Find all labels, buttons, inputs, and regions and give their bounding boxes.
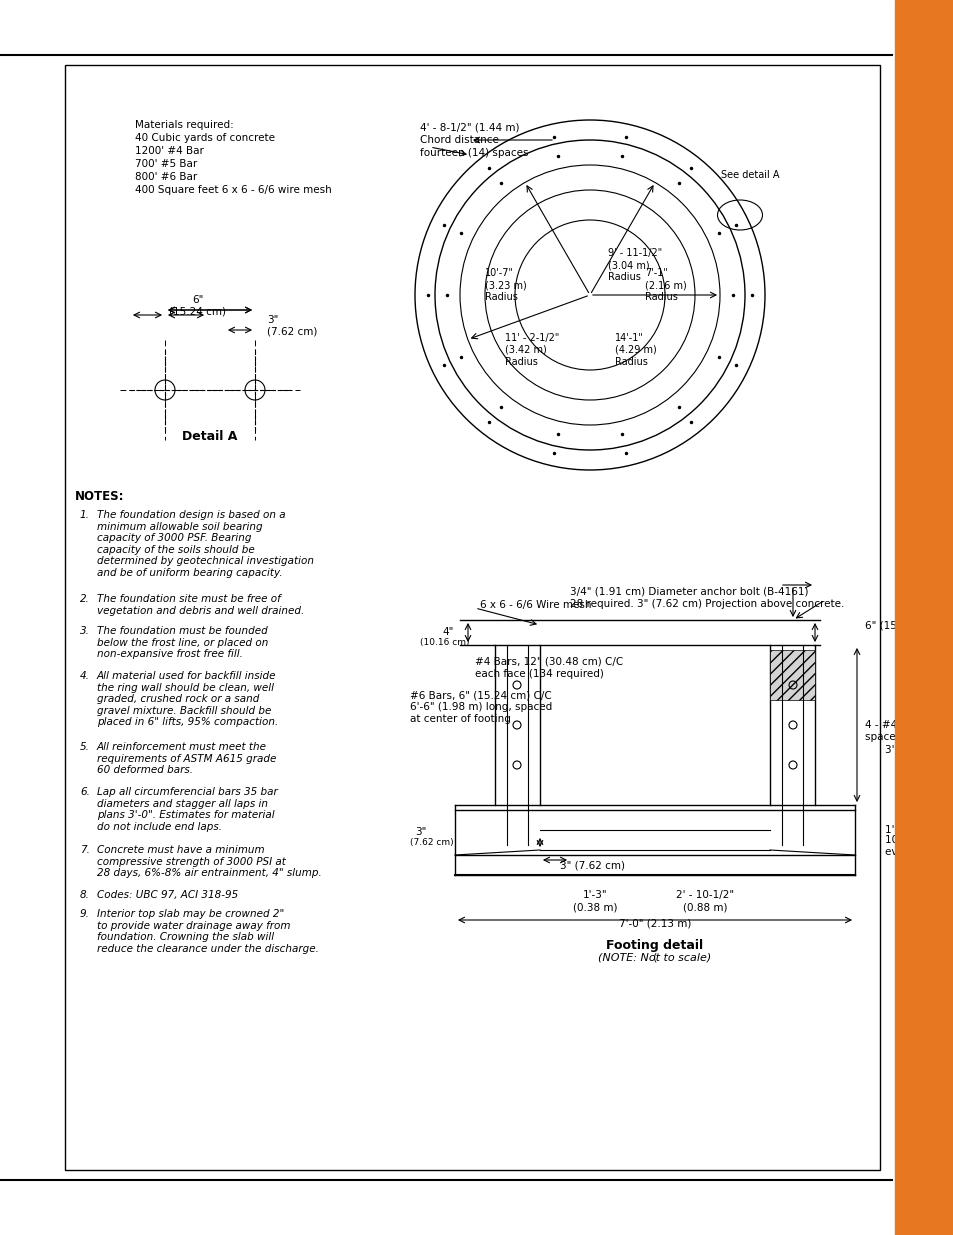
Text: (NOTE: Not to scale): (NOTE: Not to scale) (598, 953, 711, 963)
Text: Interior top slab may be crowned 2"
to provide water drainage away from
foundati: Interior top slab may be crowned 2" to p… (97, 909, 318, 953)
Text: (10.16 cm): (10.16 cm) (420, 637, 469, 646)
Text: All reinforcement must meet the
requirements of ASTM A615 grade
60 deformed bars: All reinforcement must meet the requirem… (97, 742, 276, 776)
Text: #6 Bars, 6" (15.24 cm) C/C: #6 Bars, 6" (15.24 cm) C/C (410, 690, 551, 700)
Bar (894, 0, 953, 1235)
Text: 6 x 6 - 6/6 Wire mesh: 6 x 6 - 6/6 Wire mesh (479, 600, 591, 610)
Text: NOTES:: NOTES: (75, 490, 125, 503)
Text: 28 required. 3" (7.62 cm) Projection above concrete.: 28 required. 3" (7.62 cm) Projection abo… (569, 599, 843, 609)
Text: 40 Cubic yards of concrete: 40 Cubic yards of concrete (135, 133, 274, 143)
Text: Footing detail: Footing detail (606, 939, 702, 951)
Text: (7.62 cm): (7.62 cm) (267, 327, 317, 337)
Text: spaced each face: spaced each face (864, 732, 953, 742)
Bar (65, 65, 879, 1170)
Text: 5.: 5. (80, 742, 90, 752)
Bar (769, 650, 814, 700)
Text: The foundation design is based on a
minimum allowable soil bearing
capacity of 3: The foundation design is based on a mini… (97, 510, 314, 578)
Text: 3.: 3. (80, 626, 90, 636)
Text: 8.: 8. (80, 890, 90, 900)
Text: #4 Bars, 12" (30.48 cm) C/C: #4 Bars, 12" (30.48 cm) C/C (475, 657, 622, 667)
Text: 1200' #4 Bar: 1200' #4 Bar (135, 146, 204, 156)
Text: 3": 3" (415, 827, 426, 837)
Text: 700' #5 Bar: 700' #5 Bar (135, 159, 197, 169)
Text: 9.: 9. (80, 909, 90, 919)
Text: 4 - #4 Hoops evenly: 4 - #4 Hoops evenly (864, 720, 953, 730)
Text: (: ( (652, 953, 657, 963)
Text: each face (134 required): each face (134 required) (475, 669, 603, 679)
Text: evenly spaced: evenly spaced (884, 847, 953, 857)
Text: Chord distance: Chord distance (419, 135, 498, 144)
Text: 9' - 11-1/2"
(3.04 m)
Radius: 9' - 11-1/2" (3.04 m) Radius (607, 248, 661, 282)
Text: 3" (7.62 cm): 3" (7.62 cm) (559, 860, 624, 869)
Text: 4' - 8-1/2" (1.44 m): 4' - 8-1/2" (1.44 m) (419, 122, 519, 132)
Text: 11' - 2-1/2"
(3.42 m)
Radius: 11' - 2-1/2" (3.42 m) Radius (504, 333, 558, 367)
Text: 10'-7"
(3.23 m)
Radius: 10'-7" (3.23 m) Radius (484, 268, 526, 301)
Text: 3/4" (1.91 cm) Diameter anchor bolt (B-4161): 3/4" (1.91 cm) Diameter anchor bolt (B-4… (569, 587, 807, 597)
Text: 3' (0.91 m): 3' (0.91 m) (884, 745, 942, 755)
Text: 1'-3": 1'-3" (582, 890, 607, 900)
Text: 1'-6" (0.46 m): 1'-6" (0.46 m) (884, 825, 953, 835)
Text: 800' #6 Bar: 800' #6 Bar (135, 172, 197, 182)
Text: 2.: 2. (80, 594, 90, 604)
Text: 14'-1"
(4.29 m)
Radius: 14'-1" (4.29 m) Radius (615, 333, 656, 367)
Text: 6.: 6. (80, 787, 90, 797)
Text: (0.88 m): (0.88 m) (682, 902, 726, 911)
Text: at center of footing: at center of footing (410, 714, 511, 724)
Text: (0.38 m): (0.38 m) (572, 902, 617, 911)
Text: 2' - 10-1/2": 2' - 10-1/2" (676, 890, 733, 900)
Text: All material used for backfill inside
the ring wall should be clean, well
graded: All material used for backfill inside th… (97, 671, 278, 727)
Text: 400 Square feet 6 x 6 - 6/6 wire mesh: 400 Square feet 6 x 6 - 6/6 wire mesh (135, 185, 332, 195)
Text: 7.: 7. (80, 845, 90, 855)
Text: Lap all circumferencial bars 35 bar
diameters and stagger all laps in
plans 3'-0: Lap all circumferencial bars 35 bar diam… (97, 787, 277, 832)
Text: The foundation must be founded
below the frost line, or placed on
non-expansive : The foundation must be founded below the… (97, 626, 268, 659)
Text: 7'-1"
(2.16 m)
Radius: 7'-1" (2.16 m) Radius (644, 268, 686, 301)
Text: 6" (15.24 cm): 6" (15.24 cm) (864, 620, 936, 630)
Text: Concrete must have a minimum
compressive strength of 3000 PSI at
28 days, 6%-8% : Concrete must have a minimum compressive… (97, 845, 321, 878)
Text: (7.62 cm): (7.62 cm) (410, 839, 453, 847)
Text: 4.: 4. (80, 671, 90, 680)
Text: fourteen (14) spaces: fourteen (14) spaces (419, 148, 528, 158)
Text: 3": 3" (267, 315, 278, 325)
Text: 10 - #5 Hoops: 10 - #5 Hoops (884, 835, 953, 845)
Text: 7'-0" (2.13 m): 7'-0" (2.13 m) (618, 918, 691, 927)
Text: 6'-6" (1.98 m) long, spaced: 6'-6" (1.98 m) long, spaced (410, 701, 552, 713)
Text: (15.24 cm): (15.24 cm) (170, 306, 226, 316)
Text: 1.: 1. (80, 510, 90, 520)
Text: Detail A: Detail A (182, 430, 237, 443)
Text: Materials required:: Materials required: (135, 120, 233, 130)
Text: 4": 4" (442, 627, 454, 637)
Text: Codes: UBC 97, ACI 318-95: Codes: UBC 97, ACI 318-95 (97, 890, 238, 900)
Text: 6": 6" (193, 295, 204, 305)
Text: See detail A: See detail A (720, 170, 779, 180)
Text: The foundation site must be free of
vegetation and debris and well drained.: The foundation site must be free of vege… (97, 594, 304, 615)
